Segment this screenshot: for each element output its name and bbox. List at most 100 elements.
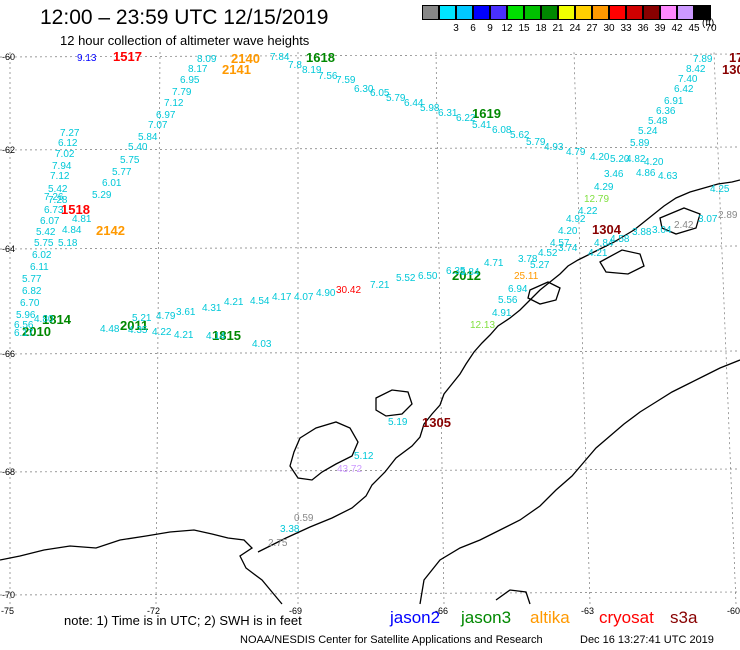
legend-swatch [609, 5, 626, 20]
grid-line [0, 350, 740, 355]
lat-label: -62 [2, 145, 15, 155]
wave-height-value: 3.07 [698, 214, 718, 225]
wave-height-value: 6.50 [418, 271, 438, 282]
pass-label: 2141 [222, 62, 251, 77]
wave-height-value: 7.07 [148, 120, 168, 131]
pass-label: 2142 [96, 223, 125, 238]
footer-note: note: 1) Time is in UTC; 2) SWH is in fe… [64, 613, 302, 628]
wave-height-value: 5.79 [386, 93, 406, 104]
alexander-island-coast [289, 421, 359, 481]
grid-line [435, 51, 445, 605]
wave-height-value: 5.77 [112, 167, 132, 178]
wave-height-value: 6.95 [180, 75, 200, 86]
wave-height-value: 6.36 [656, 106, 676, 117]
wave-height-value: 7.28 [48, 195, 68, 206]
wave-height-value: 5.21 [132, 313, 152, 324]
lon-label: -69 [289, 606, 302, 616]
legend-label: 30 [603, 23, 615, 34]
wave-height-value: 6.56 [14, 320, 34, 331]
wave-height-value: 4.52 [538, 248, 558, 259]
grid-line [155, 51, 161, 605]
wave-height-value: 5.48 [648, 116, 668, 127]
wave-height-value: 3.38 [280, 524, 300, 535]
wave-height-value: 3.74 [558, 243, 578, 254]
wave-height-value: 4.25 [710, 184, 730, 195]
legend-label: 42 [671, 23, 683, 34]
wave-height-value: 6.42 [674, 84, 694, 95]
wave-height-value: 4.20 [644, 157, 664, 168]
island-group-a [527, 281, 561, 305]
wave-height-value: 4.91 [492, 308, 512, 319]
legend-swatch [456, 5, 473, 20]
wave-height-value: 7.79 [172, 87, 192, 98]
wave-height-value: 3.46 [604, 169, 624, 180]
wave-height-value: 5.18 [58, 238, 78, 249]
wave-height-value: 43.72 [337, 464, 362, 475]
wave-height-value: 4.21 [224, 297, 244, 308]
legend-label: 15 [518, 23, 530, 34]
wave-height-value: 6.97 [156, 110, 176, 121]
wave-height-value: 6.70 [20, 298, 40, 309]
lat-label: -66 [2, 349, 15, 359]
antarctic-peninsula-coast [257, 179, 740, 553]
lon-label: -60 [727, 606, 740, 616]
wave-height-value: 7.8 [288, 60, 302, 71]
coast-south-inlet [419, 359, 740, 605]
wave-height-value: 7.59 [336, 75, 356, 86]
wave-height-value: 5.56 [498, 295, 518, 306]
satellite-legend-jason3: jason3 [461, 608, 512, 627]
grid-line [0, 53, 740, 58]
legend-label: 12 [501, 23, 513, 34]
wave-height-value: 5.20 [610, 154, 630, 165]
legend-label: 18 [535, 23, 547, 34]
generated-timestamp: Dec 16 13:27:41 UTC 2019 [580, 634, 714, 646]
wave-height-value: 6.11 [30, 262, 49, 273]
wave-height-value: 4.81 [72, 214, 92, 225]
wave-height-value: 5.79 [526, 137, 546, 148]
pass-label: 2010 [22, 324, 51, 339]
wave-height-value: 4.92 [566, 214, 586, 225]
wave-height-value: 3.61 [176, 307, 196, 318]
legend-swatch [422, 5, 439, 20]
wave-height-value: 4.54 [250, 296, 270, 307]
wave-height-value: 6.12 [58, 138, 78, 149]
pass-label: 1304 [592, 222, 622, 237]
wave-height-value: 8.42 [686, 64, 706, 75]
wave-height-value: 4.90 [316, 288, 336, 299]
wave-height-value: 4.82 [626, 154, 646, 165]
wave-height-value: 6.30 [354, 84, 374, 95]
wave-height-value: 0.59 [294, 513, 314, 524]
island-group-b [599, 249, 645, 275]
wave-height-value: 4.07 [294, 292, 314, 303]
wave-height-value: 6.22 [456, 113, 476, 124]
wave-height-value: 3.78 [518, 254, 538, 265]
island-group-c [659, 207, 701, 235]
legend-swatch [592, 5, 609, 20]
legend-swatch [507, 5, 524, 20]
pass-label: 1305 [422, 415, 451, 430]
satellite-legend-s3a: s3a [670, 608, 698, 627]
legend-label: 39 [654, 23, 666, 34]
wave-height-value: 5.19 [388, 417, 408, 428]
credit-line: NOAA/NESDIS Center for Satellite Applica… [240, 634, 543, 646]
wave-height-value: 4.48 [100, 324, 120, 335]
wave-height-value: 25.11 [514, 271, 539, 282]
adelaide-island-coast [375, 389, 413, 417]
wave-height-value: 5.24 [638, 126, 658, 137]
wave-height-value: 6.31 [438, 108, 458, 119]
legend-swatch [694, 5, 711, 20]
wave-height-value: 3.04 [652, 225, 672, 236]
wave-height-value: 6.01 [102, 178, 122, 189]
wave-height-value: 7.12 [164, 98, 184, 109]
legend-label: 6 [470, 23, 476, 34]
pass-label: 130 [722, 62, 740, 77]
legend-swatch [524, 5, 541, 20]
wave-height-value: 4.80 [34, 314, 54, 325]
wave-height-value: 6.17 [14, 328, 34, 339]
legend-swatch [439, 5, 456, 20]
wave-height-value: 12.13 [470, 320, 495, 331]
wave-height-value: 7.27 [60, 128, 80, 139]
wave-height-value: 4.58 [610, 234, 630, 245]
wave-height-value: 4.79 [156, 311, 176, 322]
